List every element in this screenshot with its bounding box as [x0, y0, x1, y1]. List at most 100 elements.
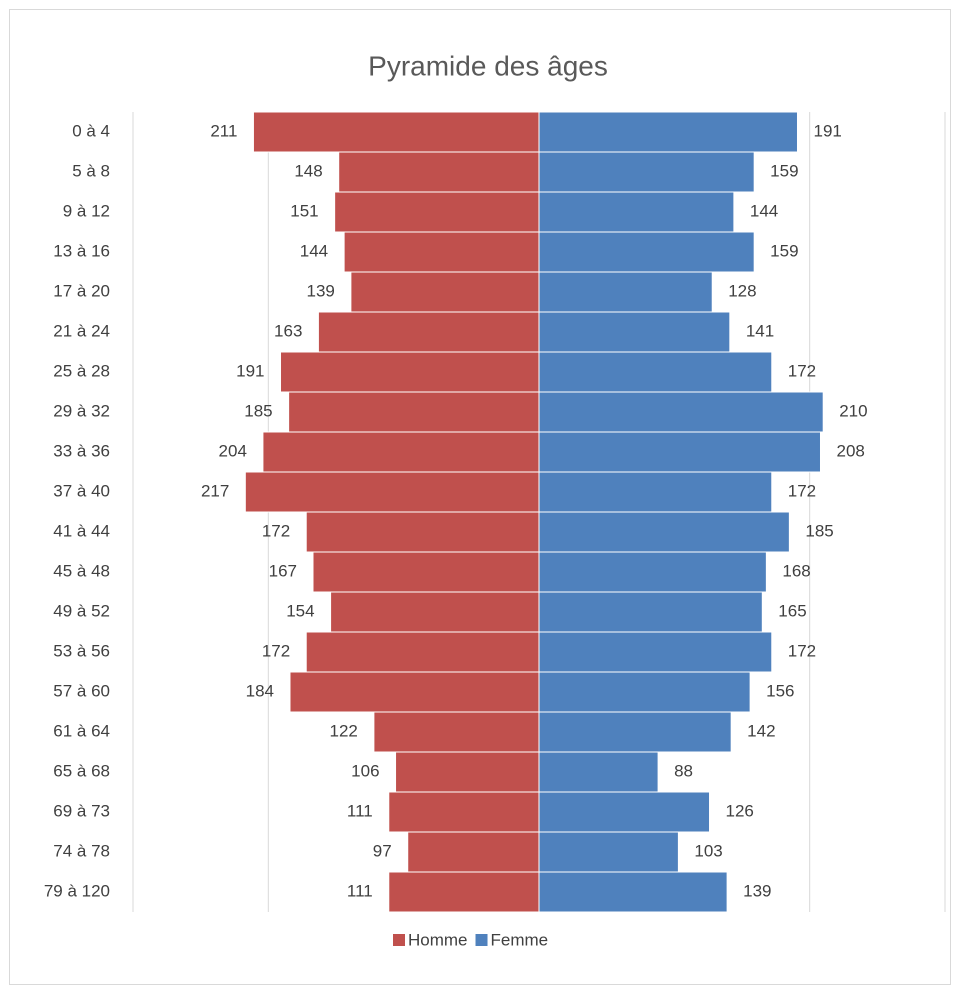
y-tick-label: 5 à 8: [72, 161, 110, 180]
y-tick-label: 25 à 28: [53, 361, 110, 380]
data-label: 156: [766, 681, 794, 700]
bar: [538, 431, 821, 473]
legend-label: Femme: [491, 930, 549, 949]
y-tick-label: 79 à 120: [44, 881, 110, 900]
data-label: 106: [351, 761, 379, 780]
data-label: 191: [236, 361, 264, 380]
data-label: 167: [269, 561, 297, 580]
data-label: 141: [746, 321, 774, 340]
y-tick-label: 45 à 48: [53, 561, 110, 580]
data-label: 142: [747, 721, 775, 740]
bar: [244, 471, 540, 513]
bar: [538, 631, 773, 673]
legend-label: Homme: [408, 930, 468, 949]
y-tick-label: 37 à 40: [53, 481, 110, 500]
bar: [252, 111, 540, 153]
bar: [388, 791, 540, 833]
data-label: 185: [805, 521, 833, 540]
data-label: 208: [836, 441, 864, 460]
data-label: 172: [788, 361, 816, 380]
data-label: 144: [300, 241, 328, 260]
data-label: 159: [770, 161, 798, 180]
data-label: 217: [201, 481, 229, 500]
bar: [338, 151, 540, 193]
bar: [538, 551, 767, 593]
y-tick-label: 49 à 52: [53, 601, 110, 620]
bar: [538, 191, 735, 233]
y-tick-label: 33 à 36: [53, 441, 110, 460]
data-label: 191: [813, 121, 841, 140]
data-label: 165: [778, 601, 806, 620]
bar: [538, 711, 732, 753]
data-label: 126: [726, 801, 754, 820]
data-label: 139: [307, 281, 335, 300]
bar: [280, 351, 540, 393]
data-label: 168: [782, 561, 810, 580]
data-label: 111: [347, 881, 373, 900]
bar: [538, 471, 773, 513]
data-label: 88: [674, 761, 693, 780]
data-label: 122: [330, 721, 358, 740]
y-tick-label: 41 à 44: [53, 521, 110, 540]
bar: [388, 871, 540, 913]
data-label: 111: [347, 801, 373, 820]
bar: [350, 271, 540, 313]
data-label: 148: [294, 161, 322, 180]
bar: [538, 231, 755, 273]
bar: [305, 511, 540, 553]
bar: [538, 311, 731, 353]
bar: [289, 671, 540, 713]
bar: [538, 871, 728, 913]
bar: [312, 551, 540, 593]
data-label: 159: [770, 241, 798, 260]
bar: [538, 391, 824, 433]
y-tick-label: 21 à 24: [53, 321, 110, 340]
bar: [538, 591, 763, 633]
data-label: 185: [244, 401, 272, 420]
y-tick-label: 9 à 12: [63, 201, 110, 220]
bar: [407, 831, 540, 873]
data-label: 128: [728, 281, 756, 300]
bar: [538, 151, 755, 193]
data-label: 97: [373, 841, 392, 860]
y-tick-label: 61 à 64: [53, 721, 110, 740]
data-label: 163: [274, 321, 302, 340]
y-tick-label: 13 à 16: [53, 241, 110, 260]
y-tick-label: 53 à 56: [53, 641, 110, 660]
chart-title: Pyramide des âges: [368, 50, 608, 81]
bar: [395, 751, 540, 793]
bar: [538, 831, 679, 873]
data-label: 139: [743, 881, 771, 900]
data-label: 211: [210, 121, 237, 140]
bar: [538, 791, 711, 833]
data-label: 154: [286, 601, 314, 620]
bar: [305, 631, 540, 673]
data-label: 204: [219, 441, 247, 460]
bar: [373, 711, 540, 753]
bar: [317, 311, 540, 353]
y-tick-label: 0 à 4: [72, 121, 110, 140]
data-label: 172: [788, 481, 816, 500]
legend-swatch: [475, 934, 488, 946]
legend-swatch: [393, 934, 405, 946]
y-tick-label: 65 à 68: [53, 761, 110, 780]
data-label: 172: [262, 521, 290, 540]
bar: [330, 591, 540, 633]
data-label: 210: [839, 401, 867, 420]
y-tick-label: 17 à 20: [53, 281, 110, 300]
bar: [334, 191, 540, 233]
y-tick-label: 69 à 73: [53, 801, 110, 820]
y-tick-label: 29 à 32: [53, 401, 110, 420]
data-label: 151: [290, 201, 318, 220]
data-label: 184: [246, 681, 274, 700]
y-tick-label: 57 à 60: [53, 681, 110, 700]
bar: [538, 351, 773, 393]
bar: [538, 751, 659, 793]
bar: [262, 431, 540, 473]
data-label: 144: [750, 201, 778, 220]
bar: [538, 671, 751, 713]
bar: [538, 271, 713, 313]
bar: [538, 111, 798, 153]
data-label: 172: [262, 641, 290, 660]
